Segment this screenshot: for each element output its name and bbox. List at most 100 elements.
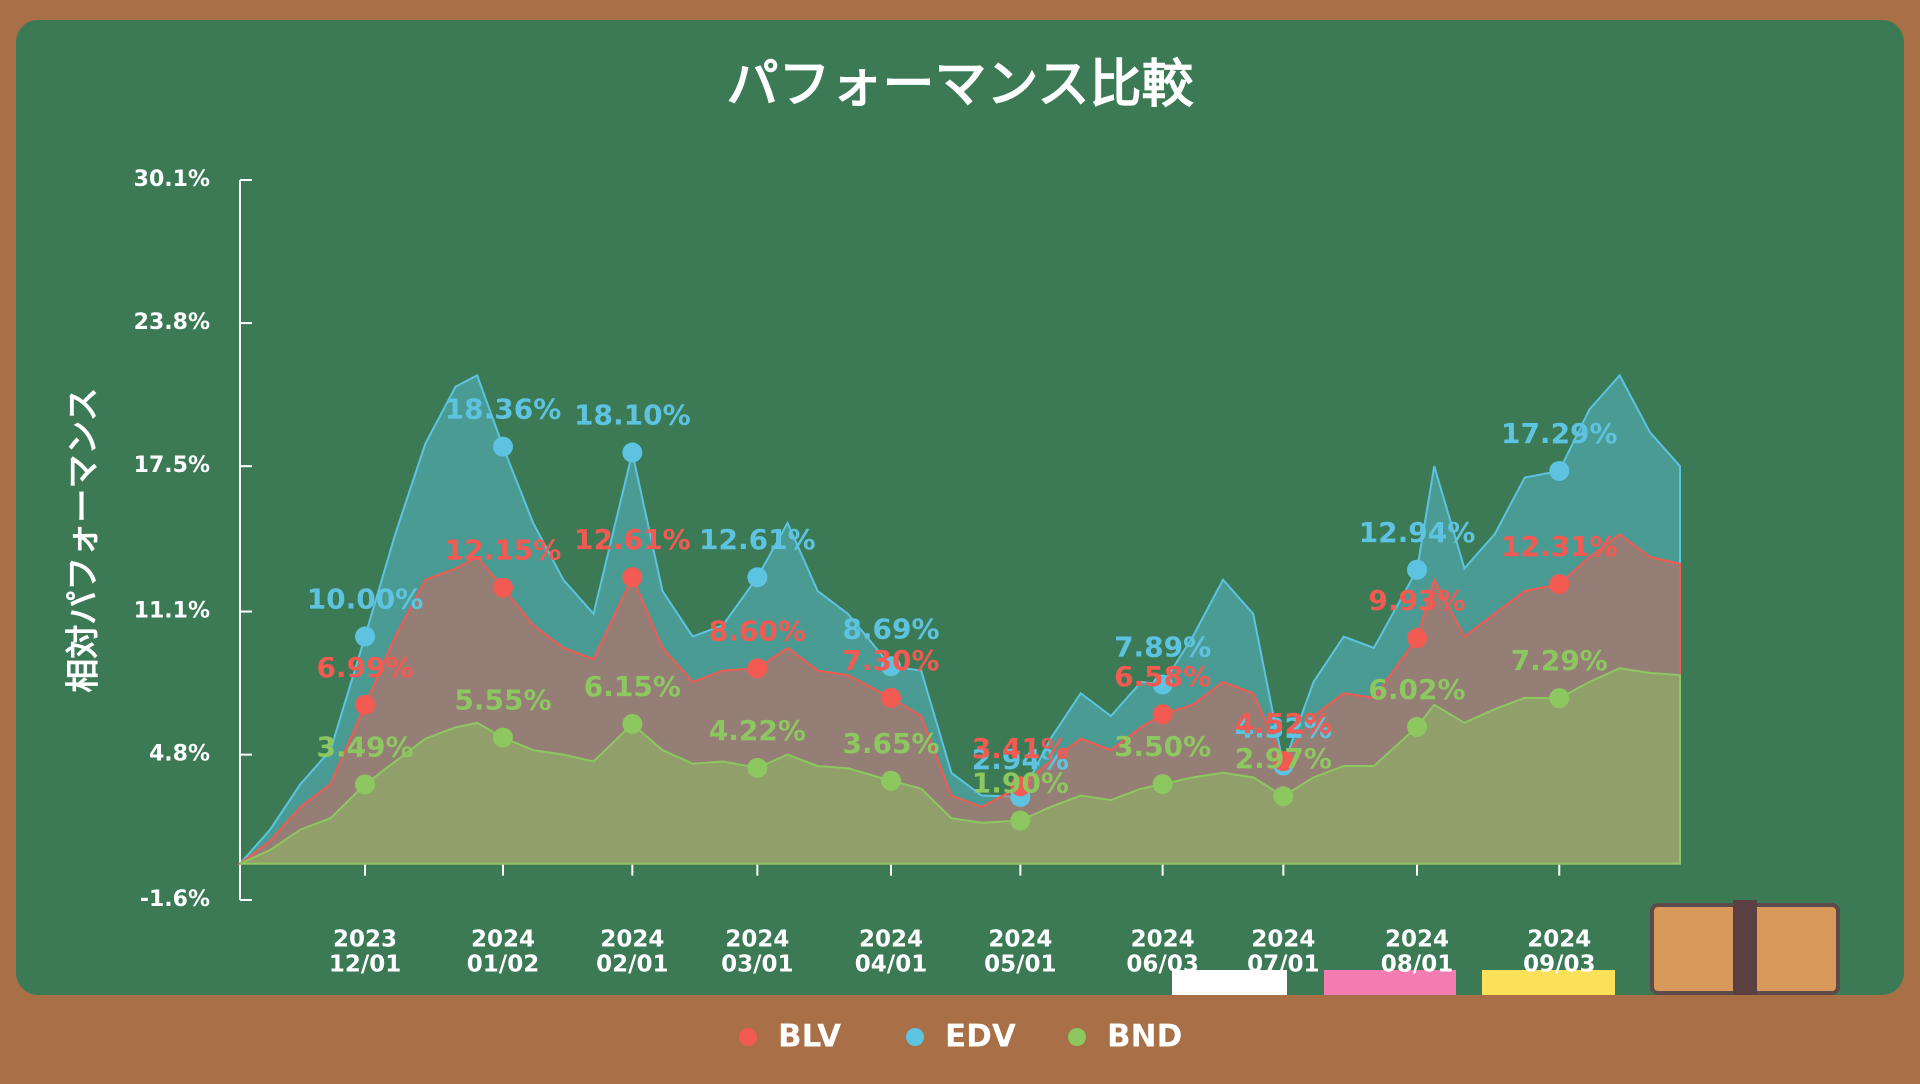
legend-marker	[1068, 1028, 1086, 1046]
x-tick-label: 07/01	[1247, 952, 1319, 978]
x-tick-label: 2024	[600, 927, 664, 953]
y-tick-label: 23.8%	[134, 310, 210, 335]
data-point	[622, 713, 643, 734]
data-label: 17.29%	[1501, 417, 1618, 450]
data-point	[881, 687, 902, 708]
data-label: 12.61%	[574, 523, 691, 556]
chart-title: パフォーマンス比較	[727, 55, 1195, 115]
data-point	[1152, 774, 1173, 795]
x-tick-label: 03/01	[721, 952, 793, 978]
y-axis-title: 相対パフォーマンス	[64, 387, 104, 692]
data-point	[747, 757, 768, 778]
data-label: 8.69%	[842, 612, 939, 645]
data-label: 12.94%	[1359, 516, 1476, 549]
y-tick-label: 17.5%	[134, 453, 210, 478]
data-label: 7.30%	[842, 644, 939, 677]
data-point	[355, 626, 376, 647]
data-label: 2.97%	[1235, 742, 1332, 775]
data-label: 1.90%	[972, 767, 1069, 800]
data-point	[1407, 628, 1428, 649]
data-label: 3.49%	[316, 730, 413, 763]
legend-marker	[906, 1028, 924, 1046]
x-tick-label: 2024	[1527, 927, 1591, 953]
legend-label: EDV	[945, 1019, 1016, 1055]
data-label: 4.32%	[1235, 712, 1332, 745]
series-area	[237, 533, 1681, 865]
data-label: 18.10%	[574, 399, 691, 432]
data-point	[1407, 716, 1428, 737]
data-point	[1407, 559, 1428, 580]
data-label: 6.99%	[316, 651, 413, 684]
chalk-white	[1172, 970, 1287, 995]
data-label: 12.31%	[1501, 530, 1618, 563]
x-tick-label: 06/03	[1126, 952, 1198, 978]
data-label: 5.55%	[454, 684, 551, 717]
data-point	[1549, 460, 1570, 481]
data-label: 12.15%	[445, 534, 562, 567]
chalkboard	[16, 20, 1904, 995]
x-tick-label: 05/01	[984, 952, 1056, 978]
y-tick-label: 11.1%	[134, 599, 210, 624]
legend-marker	[739, 1028, 757, 1046]
data-point	[1549, 574, 1570, 595]
data-point	[747, 567, 768, 588]
data-point	[1010, 810, 1031, 831]
data-label: 7.89%	[1114, 630, 1211, 663]
data-point	[1010, 776, 1031, 797]
legend-label: BLV	[778, 1019, 841, 1055]
legend-label: BND	[1107, 1019, 1182, 1055]
data-label: 6.02%	[1368, 673, 1465, 706]
y-tick-label: 30.1%	[134, 167, 210, 192]
data-label: 4.22%	[709, 714, 806, 747]
data-point	[1273, 786, 1294, 807]
data-point	[622, 567, 643, 588]
data-point	[492, 436, 513, 457]
x-tick-label: 2023	[333, 927, 397, 953]
data-point	[881, 770, 902, 791]
x-tick-label: 2024	[859, 927, 923, 953]
eraser-band	[1733, 900, 1757, 995]
x-tick-label: 12/01	[329, 952, 401, 978]
x-tick-label: 2024	[1131, 927, 1195, 953]
data-point	[747, 658, 768, 679]
chalk-yellow	[1482, 970, 1615, 995]
data-point	[492, 727, 513, 748]
data-label: 6.58%	[1114, 660, 1211, 693]
data-point	[492, 577, 513, 598]
chalk-tray	[0, 995, 1920, 1080]
data-label: 7.29%	[1511, 644, 1608, 677]
data-point	[1549, 688, 1570, 709]
x-tick-label: 2024	[1385, 927, 1449, 953]
data-point	[622, 442, 643, 463]
x-tick-label: 01/02	[467, 952, 539, 978]
x-tick-label: 02/01	[596, 952, 668, 978]
data-label: 3.50%	[1114, 730, 1211, 763]
data-label: 2.94%	[972, 743, 1069, 776]
data-point	[1152, 674, 1173, 695]
data-label: 4.52%	[1235, 707, 1332, 740]
x-tick-label: 08/01	[1381, 952, 1453, 978]
data-point	[881, 656, 902, 677]
x-tick-label: 04/01	[855, 952, 927, 978]
data-label: 3.41%	[972, 732, 1069, 765]
x-tick-label: 2024	[1251, 927, 1315, 953]
data-label: 10.00%	[307, 583, 424, 616]
data-label: 3.65%	[842, 727, 939, 760]
data-label: 6.15%	[584, 670, 681, 703]
x-tick-label: 2024	[471, 927, 535, 953]
x-tick-label: 2024	[725, 927, 789, 953]
data-label: 8.60%	[709, 614, 806, 647]
data-label: 12.61%	[699, 523, 816, 556]
series-area	[239, 667, 1681, 865]
x-tick-label: 09/03	[1523, 952, 1595, 978]
x-tick-label: 2024	[988, 927, 1052, 953]
y-tick-label: 4.8%	[149, 742, 210, 767]
chalk-pink	[1324, 970, 1456, 995]
data-point	[1152, 704, 1173, 725]
data-point	[355, 694, 376, 715]
data-point	[355, 774, 376, 795]
y-tick-label: -1.6%	[140, 887, 210, 912]
data-label: 18.36%	[445, 393, 562, 426]
